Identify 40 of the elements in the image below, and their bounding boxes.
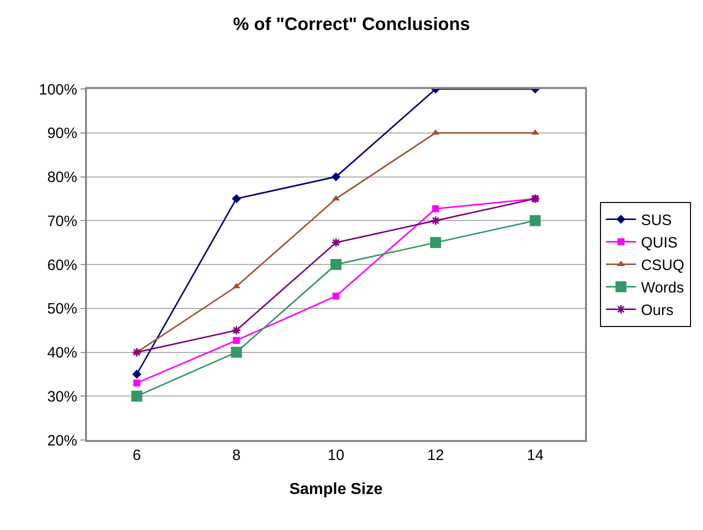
point [232, 282, 240, 288]
point [230, 346, 242, 358]
chart-title: % of "Correct" Conclusions [232, 14, 470, 34]
legend-label: Ours [640, 302, 674, 320]
legend-label: SUS [640, 212, 672, 230]
y-tick-label: 50% [47, 300, 78, 318]
y-tick-label: 70% [47, 212, 78, 230]
y-tick-label: 100% [38, 81, 78, 98]
point [430, 237, 442, 248]
legend-label: QUIS [640, 234, 678, 252]
x-tick-label: 6 [132, 446, 141, 464]
point [131, 390, 142, 402]
point [331, 172, 341, 182]
y-tick-label: 30% [47, 388, 78, 406]
y-tick-label: 60% [47, 256, 78, 274]
point [132, 370, 142, 379]
legend-label: CSUQ [640, 257, 684, 274]
point [132, 347, 142, 358]
x-tick-label: 10 [328, 446, 344, 464]
x-tick-label: 12 [427, 446, 444, 464]
point [330, 259, 342, 270]
point [432, 129, 440, 135]
point [232, 194, 241, 204]
y-tick-label: 90% [47, 125, 78, 142]
y-tick-label: 80% [47, 169, 78, 186]
y-tick-label: 20% [47, 432, 78, 450]
point [531, 129, 540, 135]
legend-label: Words [640, 280, 684, 297]
point [231, 325, 242, 336]
point [232, 336, 240, 344]
point [530, 215, 541, 226]
point [332, 292, 340, 300]
point [430, 216, 441, 226]
x-axis-title: Sample Size [289, 480, 383, 498]
x-tick-label: 8 [232, 446, 241, 464]
point [432, 205, 440, 212]
y-tick-label: 40% [47, 344, 78, 362]
x-tick-label: 14 [526, 446, 544, 464]
point [331, 238, 341, 248]
point [133, 379, 140, 386]
